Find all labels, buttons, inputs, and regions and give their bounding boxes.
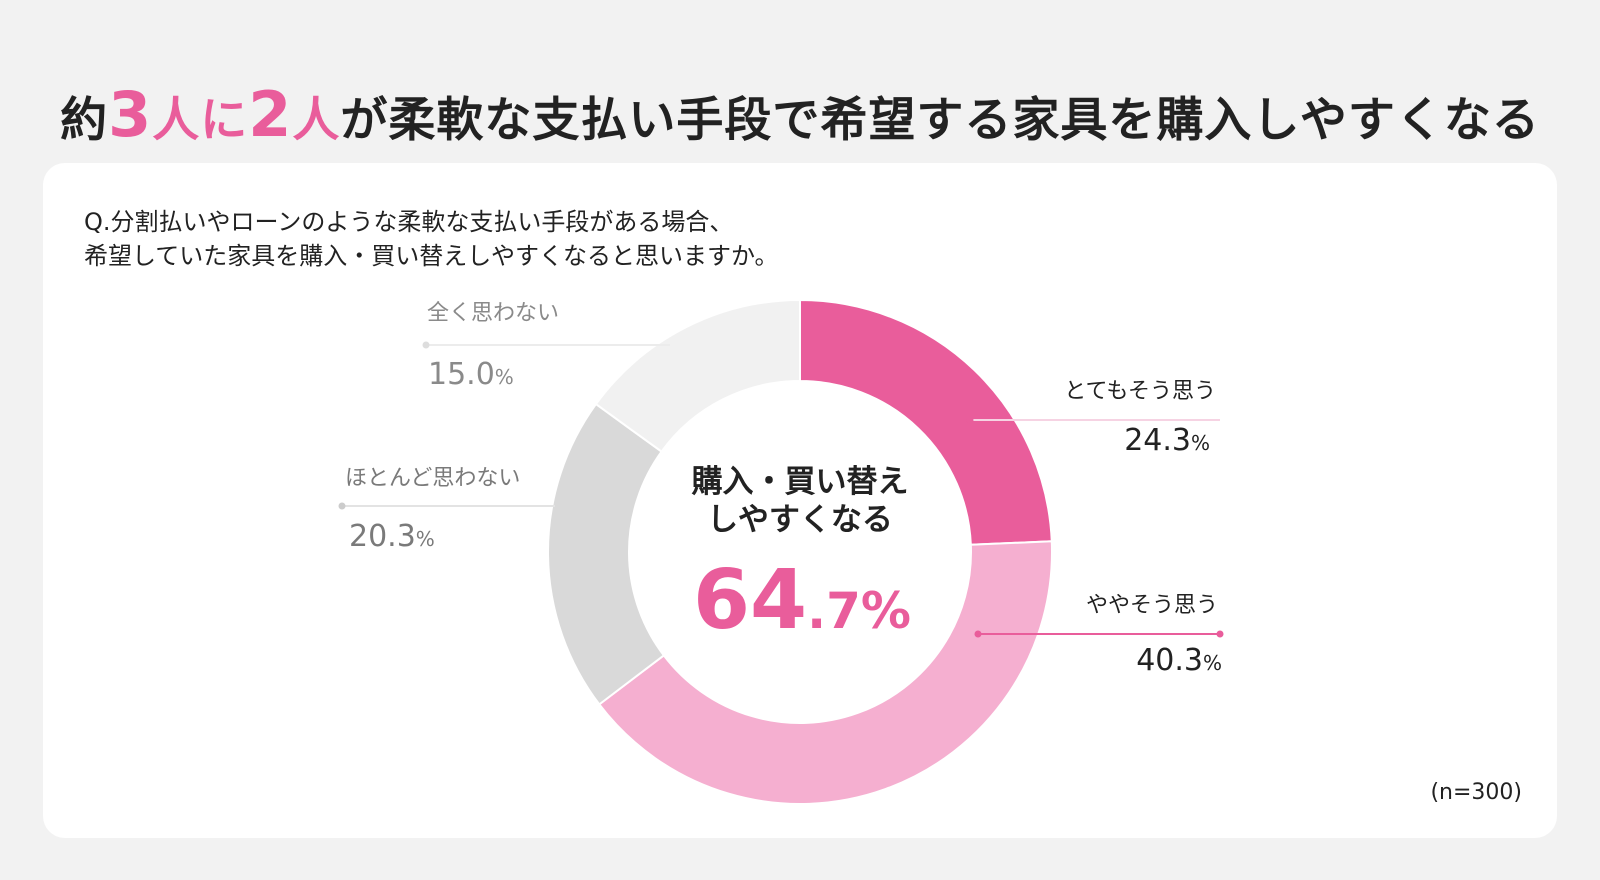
leader-dot-4 xyxy=(422,341,430,349)
question-line2: 希望していた家具を購入・買い替えしやすくなると思いますか。 xyxy=(84,242,779,270)
center-value-unit: % xyxy=(861,582,911,640)
slice-4 xyxy=(594,298,801,454)
center-value-decimal: .7 xyxy=(807,582,861,640)
slice-label-4: 全く思わない xyxy=(427,301,559,326)
slice-1 xyxy=(799,298,1053,546)
headline-mid2: 人 xyxy=(292,93,341,148)
slice-value-4: 15.0% xyxy=(428,357,514,392)
headline-num1: 3 xyxy=(108,78,153,151)
sample-size-note: (n=300) xyxy=(1430,780,1522,805)
question-line1: Q.分割払いやローンのような柔軟な支払い手段がある場合、 xyxy=(84,208,734,236)
center-line1: 購入・買い替え xyxy=(692,464,909,500)
leader-dot-2 xyxy=(1216,630,1224,638)
center-line2: しやすくなる xyxy=(707,502,893,538)
center-value: 64.7% xyxy=(693,553,911,648)
center-label: 購入・買い替え しやすくなる 64.7% xyxy=(692,464,912,648)
slice-label-3: ほとんど思わない xyxy=(345,466,520,491)
headline-num2: 2 xyxy=(248,78,293,151)
leader-dot-3 xyxy=(338,502,346,510)
donut-slices xyxy=(547,298,1053,805)
headline: 約3人に2人が柔軟な支払い手段で希望する家具を購入しやすくなる xyxy=(0,78,1600,151)
headline-mid1: 人に xyxy=(152,93,249,148)
headline-post: が柔軟な支払い手段で希望する家具を購入しやすくなる xyxy=(340,93,1540,148)
slice-label-2: ややそう思う xyxy=(1086,593,1218,618)
slice-3 xyxy=(547,402,666,706)
slice-value-2: 40.3% xyxy=(1136,643,1222,678)
slice-label-1: とてもそう思う xyxy=(1064,379,1216,404)
slice-2 xyxy=(597,540,1053,805)
slice-value-3: 20.3% xyxy=(349,519,435,554)
leader-dot-inner-2 xyxy=(974,630,982,638)
leader-lines xyxy=(338,341,1224,638)
headline-pre: 約 xyxy=(60,93,109,148)
slice-value-1: 24.3% xyxy=(1124,423,1210,458)
slice-labels: とてもそう思う 24.3% ややそう思う 40.3% ほとんど思わない 20.3% 全く思わ… xyxy=(345,301,1222,678)
center-value-int: 64 xyxy=(693,553,807,648)
leader-dot-1 xyxy=(966,416,974,424)
question: Q.分割払いやローンのような柔軟な支払い手段がある場合、 希望していた家具を購入… xyxy=(84,205,779,273)
